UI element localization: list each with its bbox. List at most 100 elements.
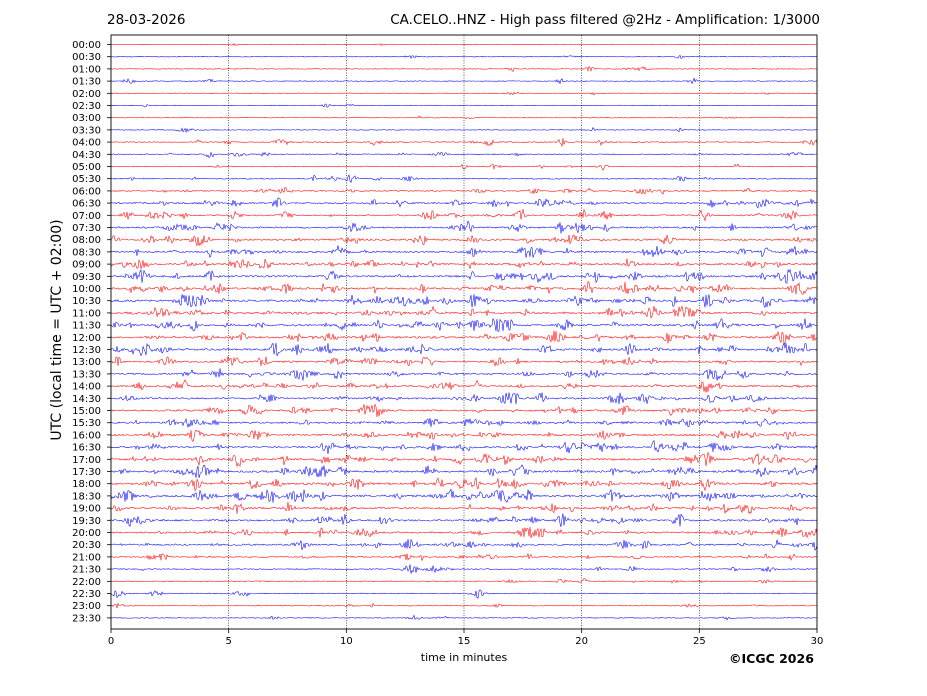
row-label: 15:30 <box>72 418 101 429</box>
trace-2130 <box>110 564 818 574</box>
row-label: 05:00 <box>72 162 101 173</box>
trace-1830 <box>110 488 818 503</box>
trace-1000 <box>110 281 818 295</box>
trace-2330 <box>110 614 818 621</box>
trace-0500 <box>110 163 818 171</box>
trace-2000 <box>110 526 818 539</box>
row-label: 21:00 <box>72 552 101 563</box>
trace-1630 <box>110 439 818 455</box>
trace-2300 <box>110 602 818 609</box>
trace-1130 <box>110 317 818 332</box>
row-label: 00:30 <box>72 52 101 63</box>
trace-1230 <box>110 342 818 357</box>
row-label: 17:00 <box>72 455 101 466</box>
trace-1930 <box>110 513 818 527</box>
row-label: 04:00 <box>72 138 101 149</box>
row-label: 19:00 <box>72 504 101 515</box>
trace-2230 <box>110 589 818 599</box>
trace-0100 <box>110 65 818 72</box>
row-label: 01:00 <box>72 64 101 75</box>
row-label: 05:30 <box>72 174 101 185</box>
trace-1400 <box>110 379 818 393</box>
trace-0400 <box>110 138 818 147</box>
trace-0930 <box>110 268 818 284</box>
trace-0630 <box>110 197 818 209</box>
row-label: 12:30 <box>72 345 101 356</box>
trace-0430 <box>110 151 818 158</box>
row-label: 22:00 <box>72 577 101 588</box>
row-label: 03:00 <box>72 113 101 124</box>
row-label: 08:30 <box>72 247 101 258</box>
row-label: 20:30 <box>72 540 101 551</box>
trace-1700 <box>110 451 818 468</box>
trace-2030 <box>110 538 818 551</box>
row-label: 14:30 <box>72 394 101 405</box>
trace-1200 <box>110 330 818 344</box>
chart-title: CA.CELO..HNZ - High pass filtered @2Hz -… <box>390 12 820 28</box>
trace-0800 <box>110 234 818 247</box>
trace-0830 <box>110 245 818 259</box>
row-label: 21:30 <box>72 565 101 576</box>
trace-1730 <box>110 464 818 478</box>
row-label: 16:00 <box>72 430 101 441</box>
row-label: 14:00 <box>72 382 101 393</box>
trace-0130 <box>110 77 818 85</box>
row-label: 11:30 <box>72 321 101 332</box>
row-label: 11:00 <box>72 308 101 319</box>
trace-1800 <box>110 477 818 492</box>
date-label: 28-03-2026 <box>107 12 186 28</box>
trace-1900 <box>110 502 818 515</box>
plot-frame <box>110 34 818 630</box>
trace-0200 <box>110 91 818 96</box>
trace-0300 <box>110 115 818 119</box>
x-tick-label: 30 <box>811 636 824 647</box>
trace-2200 <box>110 578 818 584</box>
trace-2100 <box>110 553 818 562</box>
row-label: 01:30 <box>72 77 101 88</box>
trace-1300 <box>110 356 818 367</box>
trace-1030 <box>110 294 818 309</box>
row-label: 02:00 <box>72 89 101 100</box>
trace-0330 <box>110 127 818 134</box>
trace-0530 <box>110 174 818 184</box>
trace-1430 <box>110 392 818 405</box>
trace-0900 <box>110 258 818 270</box>
x-tick-label: 25 <box>693 636 706 647</box>
x-tick-label: 15 <box>458 636 471 647</box>
row-label: 04:30 <box>72 150 101 161</box>
row-label: 16:30 <box>72 443 101 454</box>
row-label: 19:30 <box>72 516 101 527</box>
x-tick-label: 0 <box>108 636 114 647</box>
row-label: 20:00 <box>72 528 101 539</box>
x-axis-label: time in minutes <box>420 651 508 664</box>
row-label: 23:30 <box>72 613 101 624</box>
row-label: 13:00 <box>72 357 101 368</box>
row-label: 07:00 <box>72 211 101 222</box>
row-label: 23:00 <box>72 601 101 612</box>
copyright-label: ©ICGC 2026 <box>729 651 814 666</box>
trace-1600 <box>110 429 818 442</box>
row-label: 22:30 <box>72 589 101 600</box>
trace-1100 <box>110 305 818 319</box>
trace-0730 <box>110 220 818 234</box>
row-label: 13:30 <box>72 369 101 380</box>
x-tick-label: 20 <box>575 636 588 647</box>
row-label: 12:00 <box>72 333 101 344</box>
row-label: 17:30 <box>72 467 101 478</box>
row-label: 18:00 <box>72 479 101 490</box>
trace-0600 <box>110 187 818 195</box>
trace-1330 <box>110 368 818 381</box>
y-axis-label: UTC (local time = UTC + 02:00) <box>49 219 65 441</box>
x-tick-label: 5 <box>225 636 231 647</box>
row-label: 00:00 <box>72 40 101 51</box>
trace-1530 <box>110 417 818 429</box>
row-label: 09:00 <box>72 260 101 271</box>
row-label: 07:30 <box>72 223 101 234</box>
trace-0230 <box>110 103 818 108</box>
row-label: 18:30 <box>72 491 101 502</box>
trace-1500 <box>110 403 818 418</box>
row-label: 10:00 <box>72 284 101 295</box>
trace-0000 <box>110 43 818 47</box>
row-label: 03:30 <box>72 125 101 136</box>
